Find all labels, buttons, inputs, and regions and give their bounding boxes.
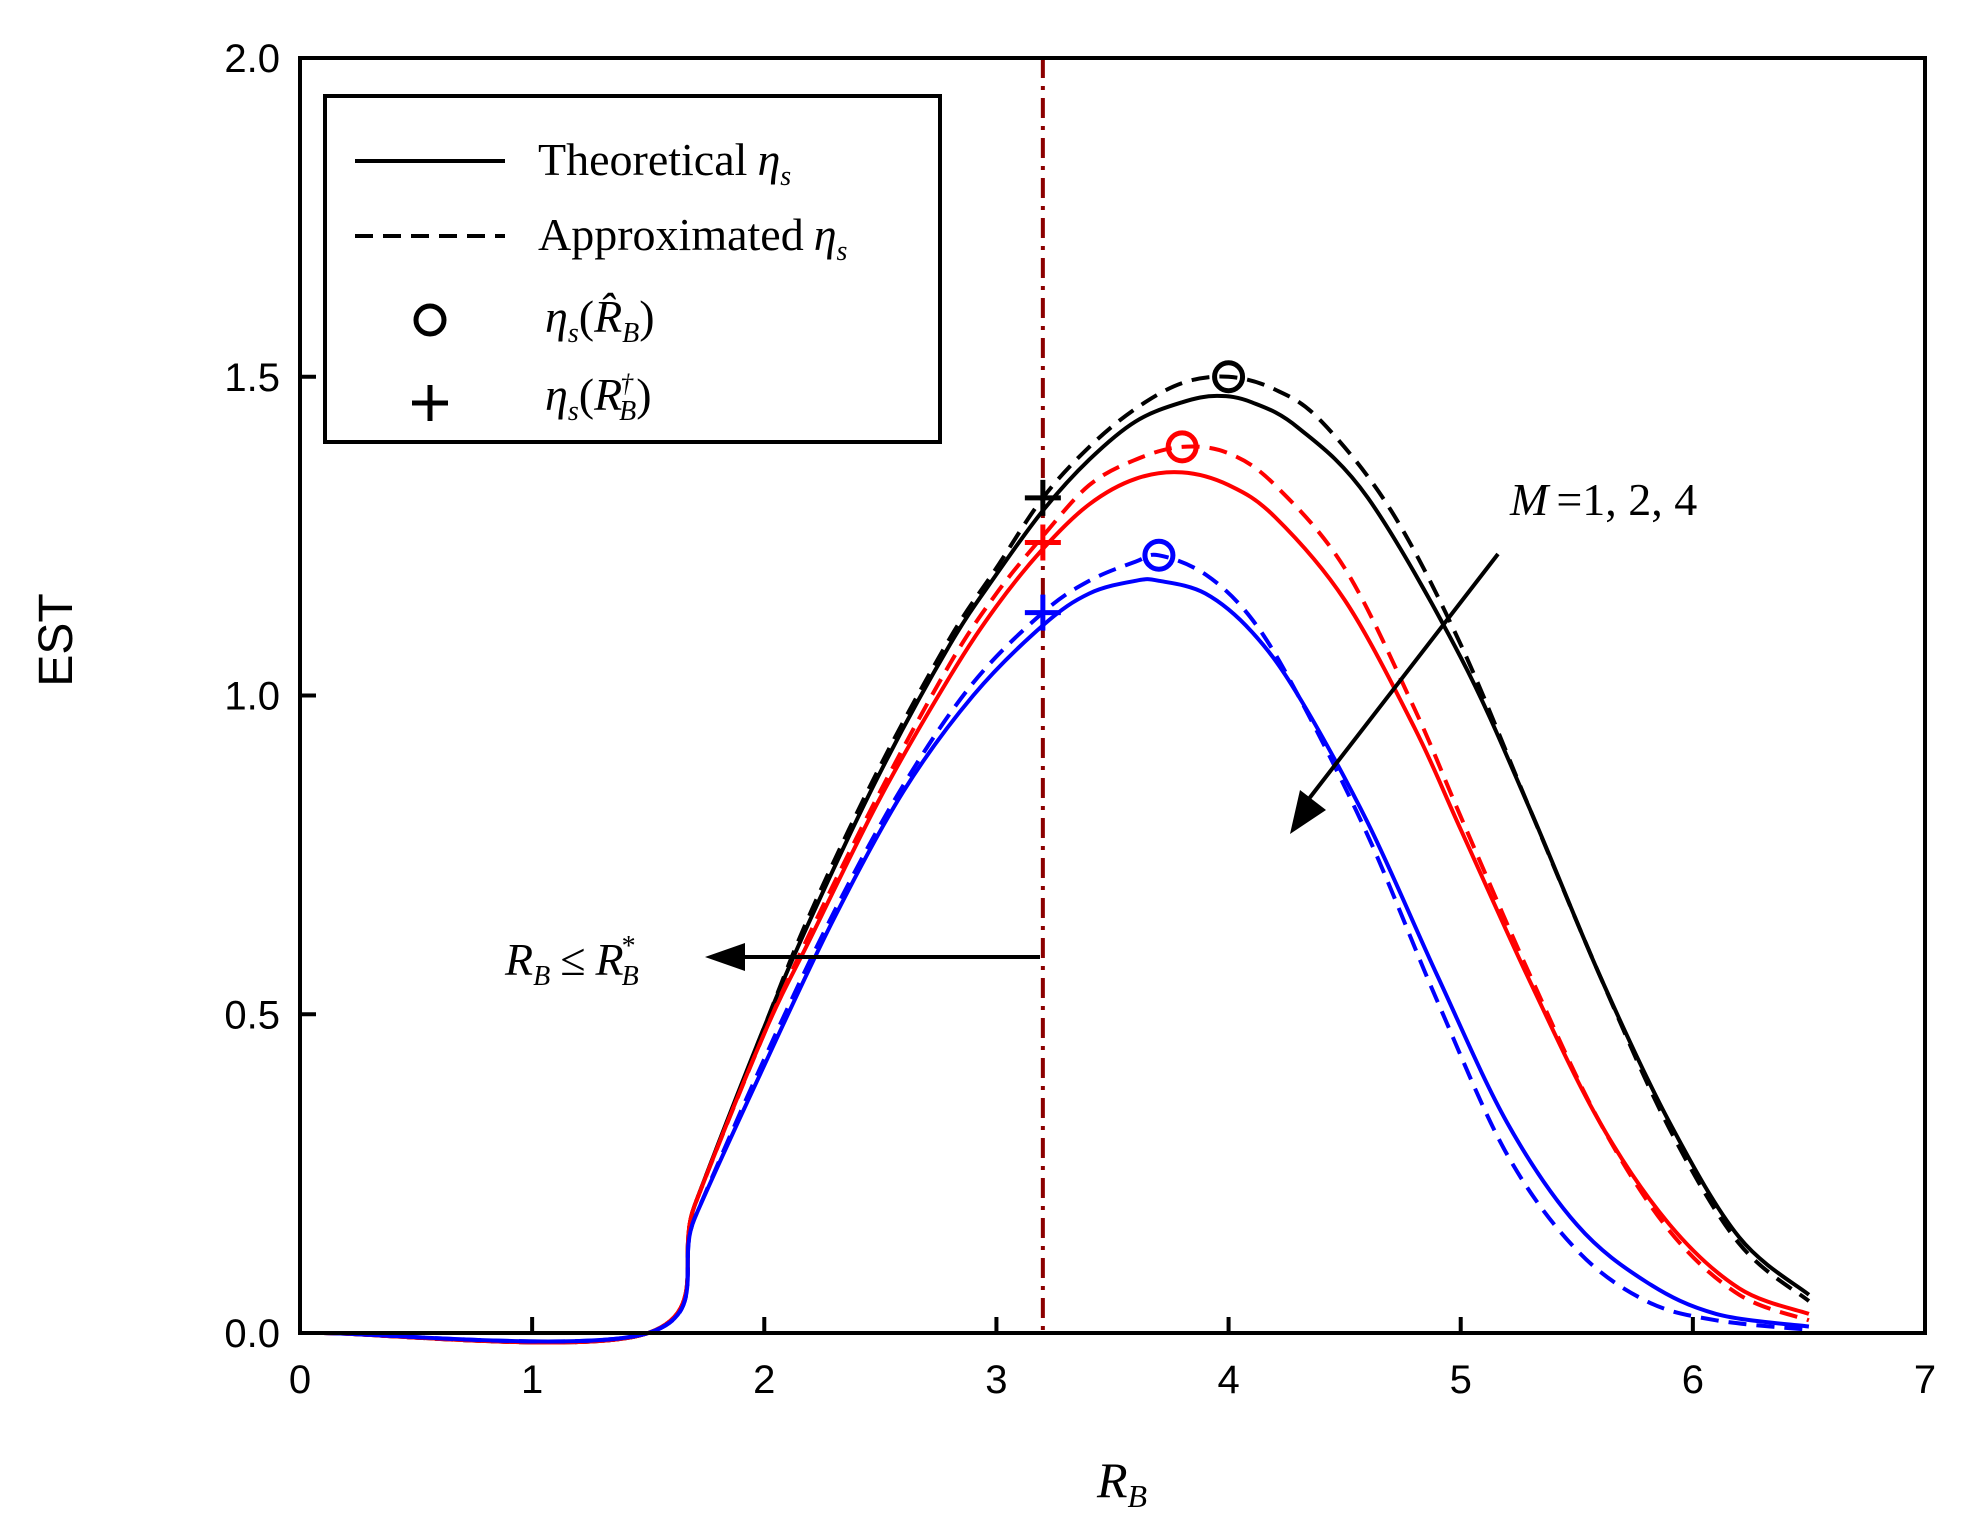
rb-annotation: RB ≤ R* B [504,931,1040,992]
approximated-line-m4 [323,552,1810,1344]
legend-approximated-label: Approximated ηs [538,209,848,267]
x-tick-label: 5 [1450,1358,1472,1402]
x-tick-label: 6 [1682,1358,1704,1402]
rb-annotation-label: RB ≤ R* B [504,931,639,992]
ticks-layer: 0 1 2 3 4 5 6 7 0.0 0.5 1.0 1.5 2.0 [224,37,1936,1402]
y-tick-label: 2.0 [224,37,280,81]
legend-circle-marker-icon [413,303,447,337]
y-tick-label: 1.5 [224,356,280,400]
curves-layer [323,374,1811,1345]
m-arrow-head-icon [1290,790,1326,834]
x-tick-label: 1 [521,1358,543,1402]
theoretical-line-m4 [323,577,1810,1344]
x-tick-label: 3 [985,1358,1007,1402]
x-tick-label: 0 [289,1358,311,1402]
theoretical-line-m2 [323,470,1810,1345]
x-tick-label: 2 [753,1358,775,1402]
x-tick-label: 4 [1217,1358,1239,1402]
x-axis-title: RB [1096,1452,1147,1514]
y-tick-label: 0.5 [224,993,280,1037]
circle-marker-m1 [1212,360,1246,394]
legend-circle-label: ηs(R̂B) [545,291,655,349]
rb-arrow-head-icon [705,943,745,971]
x-tick-label: 7 [1914,1358,1936,1402]
markers-layer [1024,360,1246,631]
m-annotation: M =1, 2, 4 [1290,474,1697,834]
circle-marker-m2 [1165,430,1199,464]
m-annotation-label: M =1, 2, 4 [1509,474,1697,525]
y-tick-label: 1.0 [224,675,280,719]
m-arrow-shaft [1306,552,1500,802]
legend-theoretical-label: Theoretical ηs [538,134,791,192]
y-tick-label: 0.0 [224,1312,280,1356]
legend-plus-label: ηs(R† B) [545,369,652,427]
legend: Theoretical ηs Approximated ηs ηs(R̂B) ηs(… [323,94,942,444]
legend-box [323,94,942,444]
y-axis-title: EST [30,593,83,686]
approximated-line-m2 [323,444,1810,1345]
circle-marker-m4 [1142,538,1176,572]
